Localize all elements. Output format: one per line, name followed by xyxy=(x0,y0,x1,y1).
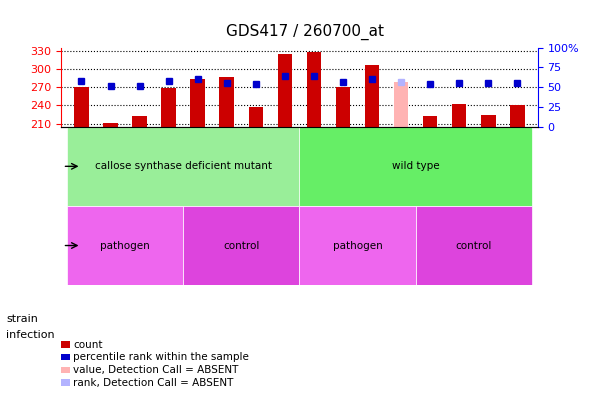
Bar xyxy=(103,123,118,127)
Bar xyxy=(219,77,234,127)
Text: GDS417 / 260700_at: GDS417 / 260700_at xyxy=(227,24,384,40)
FancyBboxPatch shape xyxy=(299,127,314,206)
Bar xyxy=(335,87,350,127)
Text: rank, Detection Call = ABSENT: rank, Detection Call = ABSENT xyxy=(73,377,233,388)
Text: control: control xyxy=(456,240,492,251)
Bar xyxy=(307,52,321,127)
Bar xyxy=(299,127,532,206)
Bar xyxy=(67,127,299,206)
Bar xyxy=(161,88,176,127)
Bar xyxy=(183,206,299,285)
Bar xyxy=(67,206,183,285)
Bar xyxy=(394,82,408,127)
Bar xyxy=(249,107,263,127)
Bar xyxy=(191,78,205,127)
Text: pathogen: pathogen xyxy=(332,240,382,251)
FancyBboxPatch shape xyxy=(67,127,81,206)
Text: pathogen: pathogen xyxy=(100,240,150,251)
Text: percentile rank within the sample: percentile rank within the sample xyxy=(73,352,249,362)
Bar xyxy=(510,105,525,127)
Text: infection: infection xyxy=(6,329,55,340)
Bar xyxy=(452,104,466,127)
Text: count: count xyxy=(73,339,103,350)
Text: control: control xyxy=(223,240,260,251)
Bar xyxy=(423,116,437,127)
Text: wild type: wild type xyxy=(392,161,439,171)
Text: strain: strain xyxy=(6,314,38,324)
Bar xyxy=(365,65,379,127)
Bar xyxy=(74,87,89,127)
Bar xyxy=(299,206,415,285)
Text: callose synthase deficient mutant: callose synthase deficient mutant xyxy=(95,161,272,171)
Bar xyxy=(481,115,496,127)
Bar xyxy=(415,206,532,285)
Bar xyxy=(277,53,292,127)
Bar xyxy=(133,116,147,127)
Text: value, Detection Call = ABSENT: value, Detection Call = ABSENT xyxy=(73,365,239,375)
